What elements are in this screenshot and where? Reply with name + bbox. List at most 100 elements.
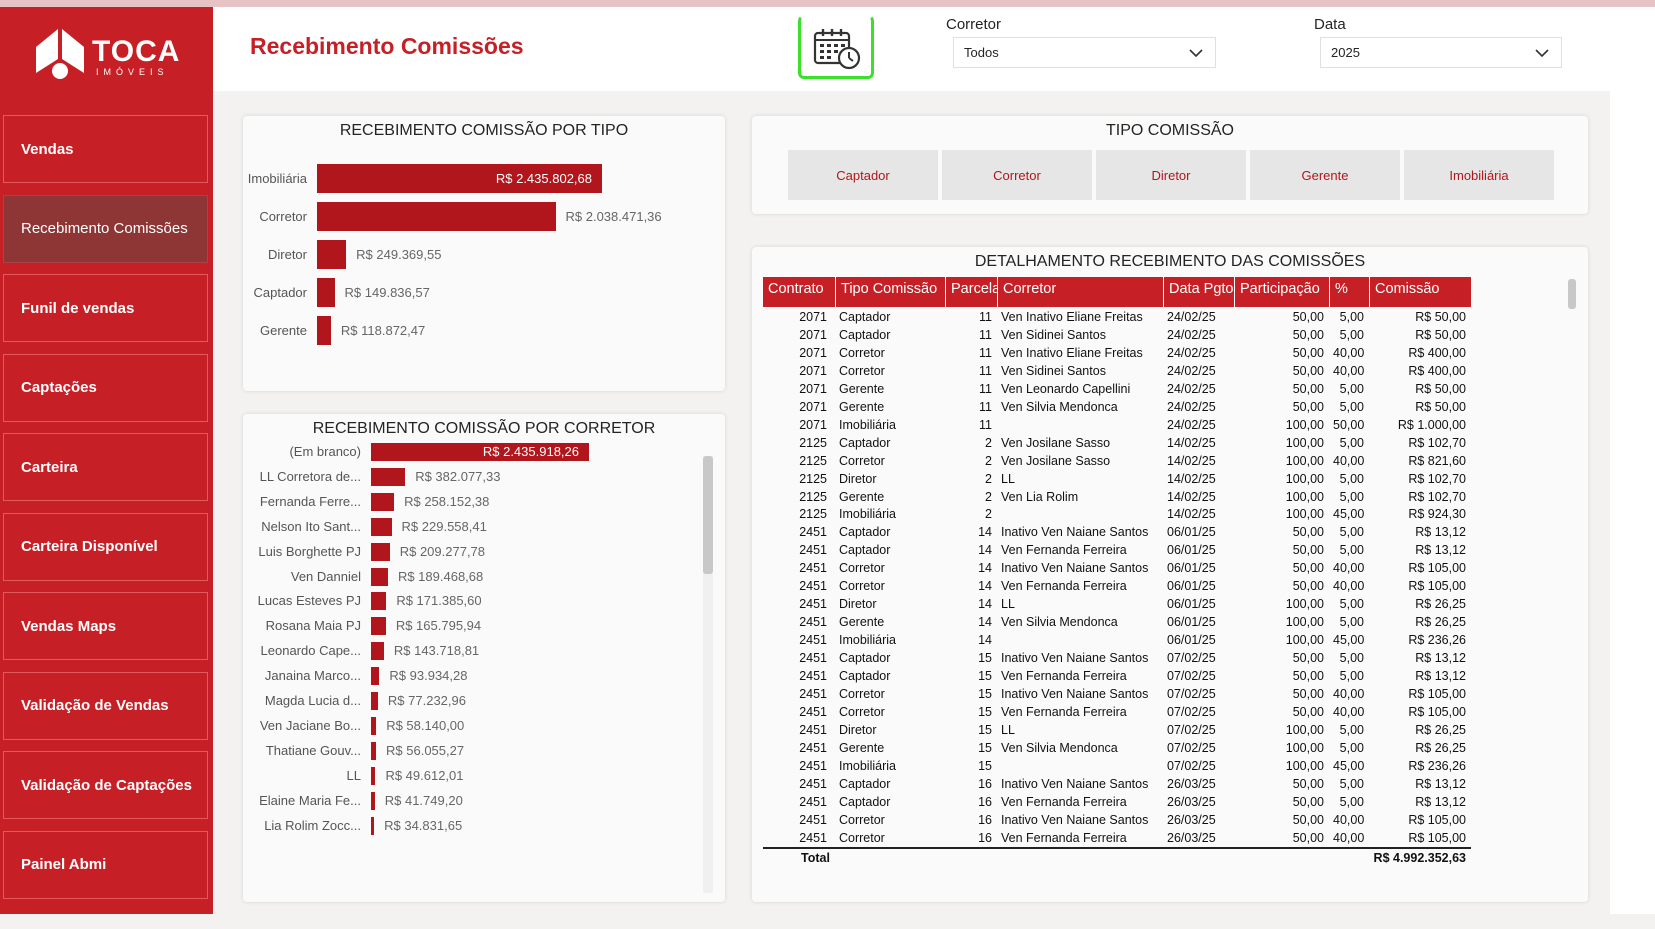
sidebar-item-7[interactable]: Validação de Vendas: [3, 671, 208, 740]
corretor_chart-bar[interactable]: [371, 592, 387, 611]
corretor_chart-bar[interactable]: [371, 492, 395, 511]
corretor_chart-bar[interactable]: [371, 816, 375, 835]
tipo_chart-bar[interactable]: [317, 240, 347, 269]
calendar-button[interactable]: [798, 15, 874, 79]
table-row[interactable]: 2125 Imobiliária 2 14/02/25 100,00 45,00 R$ 92…: [763, 505, 1471, 523]
corretor-chart-scroll-thumb[interactable]: [703, 456, 713, 574]
sidebar-item-9[interactable]: Painel Abmi: [3, 830, 208, 899]
table-row[interactable]: 2071 Captador 11 Ven Inativo Eliane Freitas…: [763, 308, 1471, 326]
corretor_chart-bar-label: Lia Rolim Zocc...: [264, 817, 361, 833]
column-header-6[interactable]: %: [1329, 277, 1369, 307]
table-row[interactable]: 2451 Captador 15 Ven Fernanda Ferreira 07/02…: [763, 667, 1471, 685]
corretor-chart-scrollbar[interactable]: [703, 456, 713, 893]
corretor_chart-bar[interactable]: [371, 517, 392, 536]
table-row[interactable]: 2451 Gerente 15 Ven Silvia Mendonca 07/02/25…: [763, 739, 1471, 757]
tipo-option-3[interactable]: Gerente: [1250, 150, 1400, 200]
table-row[interactable]: 2125 Diretor 2 LL 14/02/25 100,00 5,00 R$ 102,7…: [763, 470, 1471, 488]
table-row[interactable]: 2451 Corretor 16 Inativo Ven Naiane Santos 2…: [763, 811, 1471, 829]
sidebar-item-5[interactable]: Carteira Disponível: [3, 512, 208, 581]
corretor_chart-bar[interactable]: [371, 642, 384, 661]
table-row[interactable]: 2451 Captador 14 Inativo Ven Naiane Santos 0…: [763, 523, 1471, 541]
table-cell: 2071: [799, 310, 827, 324]
table-row[interactable]: 2451 Captador 16 Inativo Ven Naiane Santos 2…: [763, 775, 1471, 793]
table-row[interactable]: 2125 Corretor 2 Ven Josilane Sasso 14/02/25 1…: [763, 452, 1471, 470]
table-cell: 2451: [799, 543, 827, 558]
sidebar-item-6[interactable]: Vendas Maps: [3, 592, 208, 660]
table-cell: 100,00: [1285, 615, 1324, 630]
tipo-option-2[interactable]: Diretor: [1096, 150, 1246, 200]
tipo_chart-bar[interactable]: [317, 316, 331, 345]
table-header: Contrato Tipo Comissão Parcela Corretor Data…: [763, 277, 1471, 307]
table-row[interactable]: 2451 Captador 14 Ven Fernanda Ferreira 06/01…: [763, 541, 1471, 559]
tipo_chart-bar[interactable]: [317, 278, 335, 307]
corretor_chart-bar[interactable]: [371, 667, 380, 686]
corretor_chart-bar[interactable]: [371, 617, 386, 636]
sidebar-item-1[interactable]: Recebimento Comissões: [3, 194, 208, 263]
sidebar-item-3[interactable]: Captações: [3, 353, 208, 422]
table-scrollbar[interactable]: [1568, 279, 1576, 839]
table-row[interactable]: 2071 Corretor 11 Ven Sidinei Santos 24/02/25…: [763, 362, 1471, 380]
table-row[interactable]: 2451 Imobiliária 14 06/01/25 100,00 45,00 R$ 2…: [763, 631, 1471, 649]
corretor_chart-bar[interactable]: [371, 467, 406, 486]
corretor-chart-card: RECEBIMENTO COMISSÃO POR CORRETOR (Em br…: [243, 414, 725, 902]
table-cell: Ven Silvia Mendonca: [1001, 399, 1118, 414]
table-row[interactable]: 2071 Gerente 11 Ven Silvia Mendonca 24/02/25…: [763, 398, 1471, 416]
column-header-1[interactable]: Tipo Comissão: [835, 277, 945, 307]
table-cell: 5,00: [1339, 597, 1364, 612]
column-header-5[interactable]: Participação: [1234, 277, 1329, 307]
table-row[interactable]: 2125 Gerente 2 Ven Lia Rolim 14/02/25 100,00 5…: [763, 488, 1471, 506]
table-row[interactable]: 2451 Corretor 15 Inativo Ven Naiane Santos 0…: [763, 685, 1471, 703]
table-row[interactable]: 2071 Imobiliária 11 24/02/25 100,00 50,00 R$ 1…: [763, 416, 1471, 434]
table-row[interactable]: 2451 Diretor 15 LL 07/02/25 100,00 5,00 R$ 26,2…: [763, 721, 1471, 739]
column-header-0[interactable]: Contrato: [768, 281, 824, 297]
corretor_chart-bar[interactable]: [371, 542, 390, 561]
table-row[interactable]: 2451 Corretor 14 Ven Fernanda Ferreira 06/01…: [763, 577, 1471, 595]
corretor_chart-bar[interactable]: [371, 766, 376, 785]
table-row[interactable]: 2125 Captador 2 Ven Josilane Sasso 14/02/25 1…: [763, 434, 1471, 452]
sidebar-item-8[interactable]: Validação de Captações: [3, 751, 208, 819]
corretor_chart-bar[interactable]: [371, 443, 589, 461]
table-row[interactable]: 2451 Corretor 14 Inativo Ven Naiane Santos 0…: [763, 559, 1471, 577]
corretor-dropdown[interactable]: Todos: [953, 37, 1216, 68]
column-header-3[interactable]: Corretor: [997, 277, 1163, 307]
table-row[interactable]: 2451 Diretor 14 LL 06/01/25 100,00 5,00 R$ 26,2…: [763, 595, 1471, 613]
table-row[interactable]: 2451 Captador 15 Inativo Ven Naiane Santos 0…: [763, 649, 1471, 667]
table-row[interactable]: 2451 Imobiliária 15 07/02/25 100,00 45,00 R$ 2…: [763, 757, 1471, 775]
table-row[interactable]: 2451 Captador 16 Ven Fernanda Ferreira 26/03…: [763, 793, 1471, 811]
tipo_chart-bar[interactable]: [317, 202, 556, 231]
tipo_chart-bar-label: Gerente: [260, 322, 307, 338]
table-cell: 24/02/25: [1167, 399, 1216, 414]
top-strip: [0, 0, 1655, 7]
table-scroll-thumb[interactable]: [1568, 279, 1576, 309]
sidebar-item-4[interactable]: Carteira: [3, 433, 208, 501]
sidebar-item-2[interactable]: Funil de vendas: [3, 274, 208, 342]
tipo-option-4[interactable]: Imobiliária: [1404, 150, 1554, 200]
table-cell: Corretor: [839, 561, 885, 576]
corretor_chart-bar[interactable]: [371, 692, 378, 710]
table-cell: R$ 13,12: [1415, 543, 1466, 558]
tipo_chart-bar[interactable]: [317, 164, 602, 193]
tipo-option-1[interactable]: Corretor: [942, 150, 1092, 200]
table-cell: 16: [978, 812, 992, 827]
tipo-option-0[interactable]: Captador: [788, 150, 938, 200]
column-header-4[interactable]: Data Pgto: [1163, 277, 1234, 307]
table-cell: 2071: [799, 345, 827, 360]
data-dropdown[interactable]: 2025: [1320, 37, 1562, 68]
table-row[interactable]: 2071 Captador 11 Ven Sidinei Santos 24/02/25…: [763, 326, 1471, 344]
table-cell: R$ 13,12: [1415, 651, 1466, 666]
corretor_chart-bar[interactable]: [371, 791, 375, 810]
table-row[interactable]: 2451 Corretor 16 Ven Fernanda Ferreira 26/03…: [763, 829, 1471, 847]
sidebar-item-0[interactable]: Vendas: [3, 115, 208, 183]
corretor_chart-bar[interactable]: [371, 567, 388, 586]
table-row[interactable]: 2071 Corretor 11 Ven Inativo Eliane Freitas…: [763, 344, 1471, 362]
table-row[interactable]: 2451 Gerente 14 Ven Silvia Mendonca 06/01/25…: [763, 613, 1471, 631]
table-cell: 07/02/25: [1167, 704, 1216, 719]
column-header-2[interactable]: Parcela: [945, 277, 997, 307]
table-cell: 07/02/25: [1167, 758, 1216, 773]
table-row[interactable]: 2451 Corretor 15 Ven Fernanda Ferreira 07/02…: [763, 703, 1471, 721]
column-header-7[interactable]: Comissão: [1369, 277, 1471, 307]
table-row[interactable]: 2071 Gerente 11 Ven Leonardo Capellini 24/02…: [763, 380, 1471, 398]
corretor_chart-bar[interactable]: [371, 716, 377, 735]
table-cell: 06/01/25: [1167, 615, 1216, 630]
corretor_chart-bar[interactable]: [371, 741, 377, 760]
